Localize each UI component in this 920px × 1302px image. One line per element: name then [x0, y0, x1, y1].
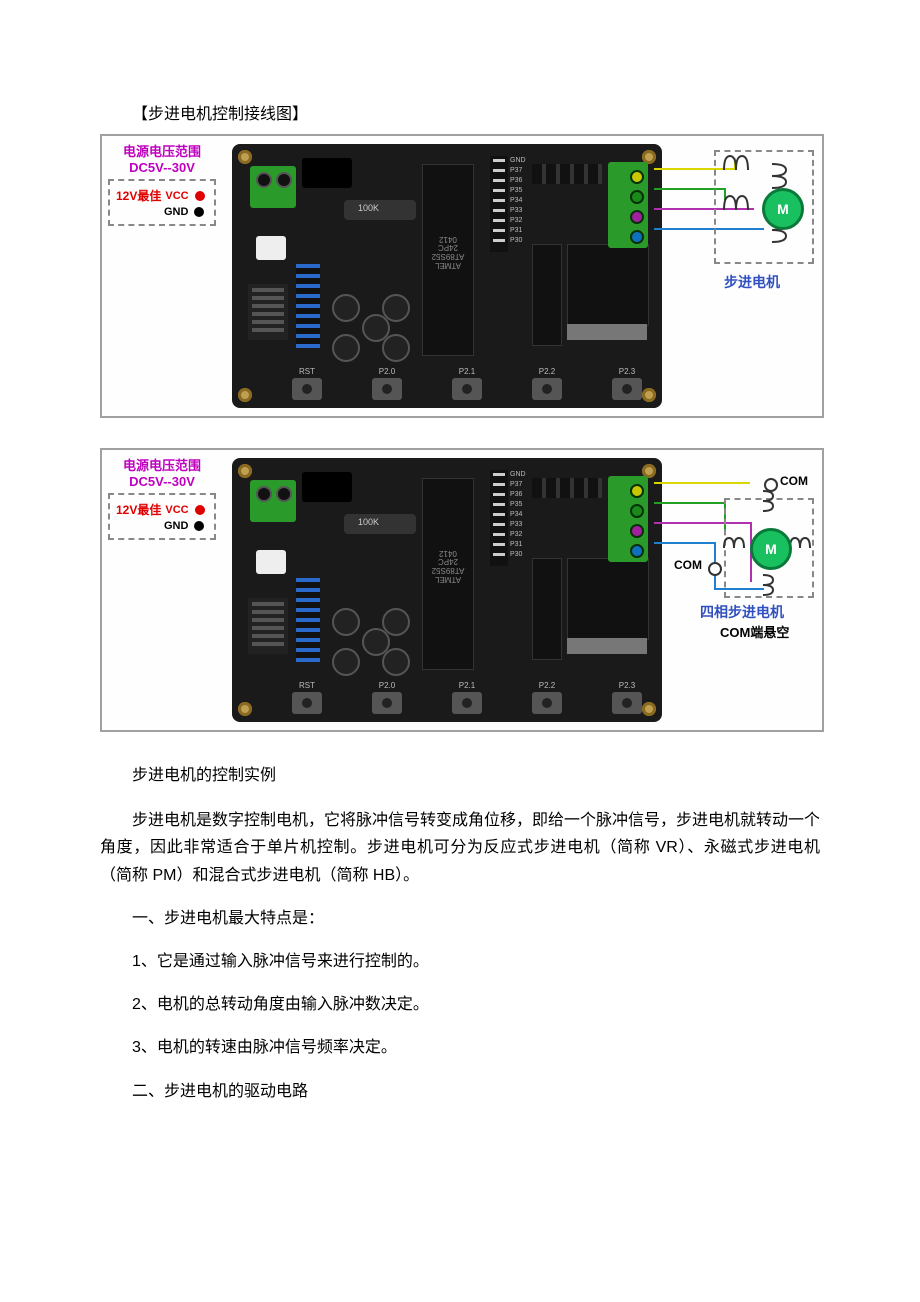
- switch-icon: [256, 236, 286, 260]
- gnd-dot-icon: [194, 207, 204, 217]
- gnd-label: GND: [164, 206, 188, 218]
- list-item: 3、电机的转速由脉冲信号频率决定。: [100, 1034, 820, 1061]
- tact-button: [532, 378, 562, 400]
- power-spec-block: 电源电压范围 DC5V--30V 12V最佳 VCC GND: [108, 458, 216, 540]
- standoff-icon: [238, 150, 252, 164]
- tact-button: [372, 378, 402, 400]
- best-voltage-label: 12V最佳: [116, 501, 161, 518]
- diode-array-icon: [532, 164, 602, 184]
- isp-header-icon: [248, 284, 288, 340]
- capacitor-icon: [332, 294, 360, 322]
- gnd-dot-icon: [194, 521, 204, 531]
- page-title: 【步进电机控制接线图】: [100, 100, 820, 124]
- motor-icon: M: [750, 528, 792, 570]
- coil-icon: [761, 489, 775, 513]
- motor-diagram-1: M 步进电机: [664, 144, 814, 344]
- wiring-figure-2: 电源电压范围 DC5V--30V 12V最佳 VCC GND ATMEL AT89…: [100, 448, 824, 732]
- power-dashed-box: 12V最佳 VCC GND: [108, 179, 216, 226]
- power-spec-block: 电源电压范围 DC5V--30V 12V最佳 VCC GND: [108, 144, 216, 226]
- power-range-label: 电源电压范围: [108, 144, 216, 160]
- vcc-dot-icon: [195, 191, 205, 201]
- coil-icon: [722, 536, 746, 550]
- com-floating-label: COM端悬空: [720, 622, 789, 641]
- vcc-dot-icon: [195, 505, 205, 515]
- subheading: 一、步进电机最大特点是：: [100, 905, 820, 932]
- pcb-board: ATMEL AT89S52 24PC 0412 GNDP37P36 P35P34…: [232, 144, 662, 408]
- subheading: 二、步进电机的驱动电路: [100, 1078, 820, 1105]
- capacitor-icon: [382, 294, 410, 322]
- hbridge-chip-icon: [567, 244, 649, 326]
- power-range-label: 电源电压范围: [108, 458, 216, 474]
- tact-button: [452, 378, 482, 400]
- power-dashed-box: 12V最佳 VCC GND: [108, 493, 216, 540]
- pcb-board: ATMEL AT89S52 24PC 0412 GNDP37P36 P35P34…: [232, 458, 662, 722]
- pin-header-labels: GNDP37P36 P35P34P33 P32P31P30: [510, 156, 526, 246]
- power-range-value: DC5V--30V: [108, 160, 216, 176]
- motor-label: 四相步进电机: [700, 602, 784, 622]
- standoff-icon: [642, 388, 656, 402]
- capacitor-icon: [382, 334, 410, 362]
- coil-icon: [722, 154, 752, 172]
- inductor-icon: [344, 200, 416, 220]
- list-item: 2、电机的总转动角度由输入脉冲数决定。: [100, 991, 820, 1018]
- com-terminal-icon: [708, 562, 722, 576]
- wire-blue: [654, 542, 714, 544]
- mcu-chip-marking: ATMEL AT89S52 24PC 0412: [428, 234, 468, 269]
- wire-yellow: [654, 482, 750, 484]
- motor-icon: M: [762, 188, 804, 230]
- tact-button: [612, 378, 642, 400]
- dc-jack-icon: [302, 158, 352, 188]
- wire-green: [654, 502, 724, 504]
- com-label: COM: [780, 474, 808, 488]
- coil-icon: [722, 194, 752, 212]
- wiring-figure-1: 电源电压范围 DC5V--30V 12V最佳 VCC GND ATMEL AT89…: [100, 134, 824, 418]
- standoff-icon: [238, 388, 252, 402]
- list-item: 1、它是通过输入脉冲信号来进行控制的。: [100, 948, 820, 975]
- pin-header-icon: [490, 156, 508, 252]
- vcc-label: VCC: [165, 504, 188, 516]
- power-range-value: DC5V--30V: [108, 474, 216, 490]
- power-terminal: [250, 166, 296, 208]
- driver-chip-icon: [532, 244, 562, 346]
- motor-diagram-2: COM COM M 四相步进电机 COM端悬空: [664, 458, 814, 658]
- best-voltage-label: 12V最佳: [116, 187, 161, 204]
- section-heading: 步进电机的控制实例: [100, 762, 820, 789]
- motor-terminal: [608, 162, 648, 248]
- gnd-label: GND: [164, 520, 188, 532]
- motor-label: 步进电机: [724, 272, 780, 292]
- coil-icon: [761, 573, 775, 597]
- paragraph: 步进电机是数字控制电机，它将脉冲信号转变成角位移，即给一个脉冲信号，步进电机就转…: [100, 807, 820, 889]
- resistor-array-icon: [296, 264, 320, 348]
- vcc-label: VCC: [165, 190, 188, 202]
- capacitor-icon: [332, 334, 360, 362]
- com-label: COM: [674, 558, 702, 572]
- heatsink-icon: [567, 324, 647, 340]
- tact-button: [292, 378, 322, 400]
